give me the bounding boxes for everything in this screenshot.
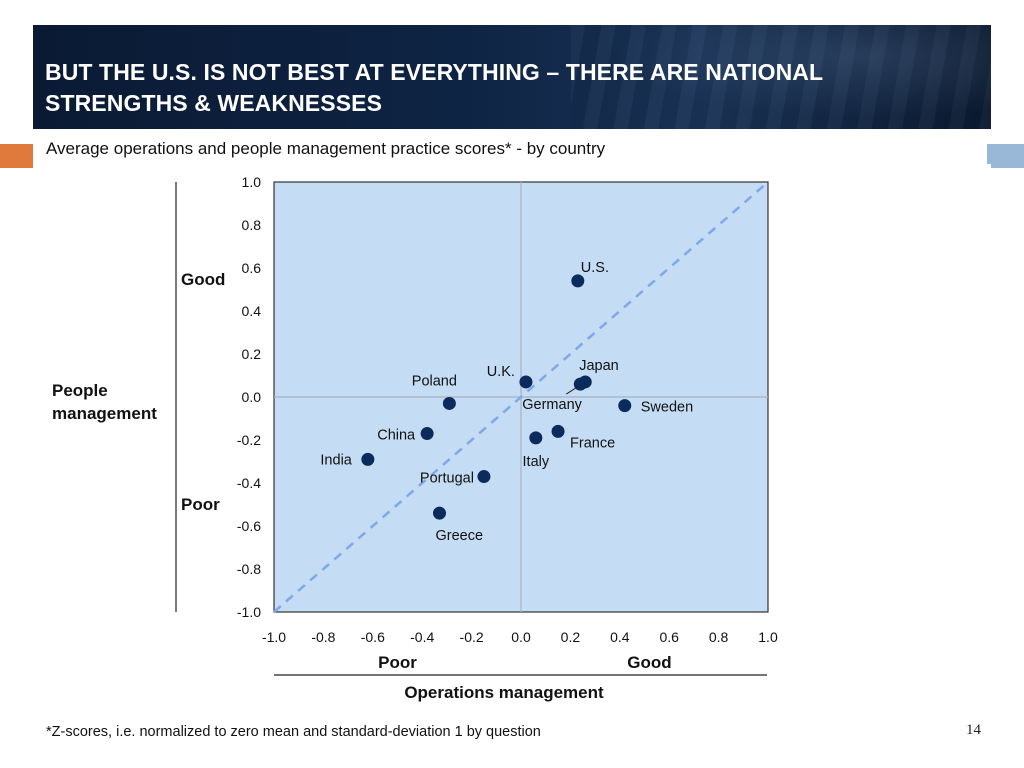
data-point (361, 452, 375, 466)
x-tick-label: 1.0 (758, 629, 778, 645)
data-point (477, 470, 491, 484)
data-point (571, 274, 585, 288)
y-tick-label: 0.8 (242, 217, 262, 233)
y-tick-label: 0.0 (242, 389, 262, 405)
x-tick-label: 0.2 (561, 629, 581, 645)
data-point-label: China (377, 428, 416, 444)
data-point-label: U.K. (487, 364, 515, 380)
x-tick-label: -0.2 (460, 629, 484, 645)
x-tick-label: 0.6 (659, 629, 679, 645)
data-point (432, 506, 446, 520)
data-point-label: Japan (579, 358, 619, 374)
y-tick-label: 0.4 (242, 303, 262, 319)
data-point (618, 399, 632, 413)
x-tick-label: 0.4 (610, 629, 630, 645)
data-points: U.S. U.K. Japan Germany Poland Sweden France It… (320, 260, 693, 544)
data-point (519, 375, 533, 389)
accent-bar-right (987, 144, 1024, 168)
axes: -1.0 -0.8 -0.6 -0.4 -0.2 0.0 0.2 0.4 0.6 0.8 1.0 1.… (52, 174, 778, 702)
y-tick-label: -0.6 (237, 518, 261, 534)
y-tick-label: -0.8 (237, 561, 261, 577)
y-tick-label: 0.6 (242, 260, 262, 276)
data-point-label: U.S. (581, 260, 609, 276)
x-tick-label: -1.0 (262, 629, 286, 645)
data-point (551, 424, 565, 438)
data-point (442, 396, 456, 410)
y-annotation-poor: Poor (181, 495, 220, 514)
x-tick-label: -0.4 (410, 629, 434, 645)
y-tick-label: -0.2 (237, 432, 261, 448)
x-annotation-poor: Poor (378, 653, 417, 672)
data-point-label: Sweden (641, 400, 693, 416)
title-banner: BUT THE U.S. IS NOT BEST AT EVERYTHING –… (33, 25, 991, 129)
y-axis-label-line1: People (52, 381, 108, 400)
x-tick-label: -0.6 (361, 629, 385, 645)
plot-area (273, 181, 769, 613)
x-tick-label: 0.8 (709, 629, 729, 645)
data-point-label: Greece (435, 528, 483, 544)
data-point-label: Germany (522, 397, 582, 413)
germany-leader-line (566, 386, 578, 395)
page-number: 14 (966, 722, 981, 738)
y-tick-label: 0.2 (242, 346, 262, 362)
chart-subtitle: Average operations and people management… (46, 139, 606, 158)
data-point (529, 431, 543, 445)
data-point-label: India (320, 452, 352, 468)
footnote: *Z-scores, i.e. normalized to zero mean … (46, 724, 541, 740)
data-point (420, 427, 434, 441)
y-annotation-good: Good (181, 270, 225, 289)
accent-bar-left (0, 144, 33, 168)
slide-title: BUT THE U.S. IS NOT BEST AT EVERYTHING –… (45, 59, 824, 116)
diagonal-reference-line (273, 181, 769, 613)
data-point-label: Poland (412, 373, 457, 389)
y-tick-label: -0.4 (237, 475, 261, 491)
data-point-label: France (570, 435, 615, 451)
y-tick-label: -1.0 (237, 604, 261, 620)
y-tick-label: 1.0 (242, 174, 262, 190)
x-tick-label: -0.8 (311, 629, 335, 645)
x-tick-label: 0.0 (511, 629, 531, 645)
data-point-label: Portugal (420, 471, 474, 487)
y-axis-label-line2: management (52, 404, 157, 423)
data-point-label: Italy (523, 454, 550, 470)
x-axis-label: Operations management (404, 683, 604, 702)
x-annotation-good: Good (627, 653, 671, 672)
